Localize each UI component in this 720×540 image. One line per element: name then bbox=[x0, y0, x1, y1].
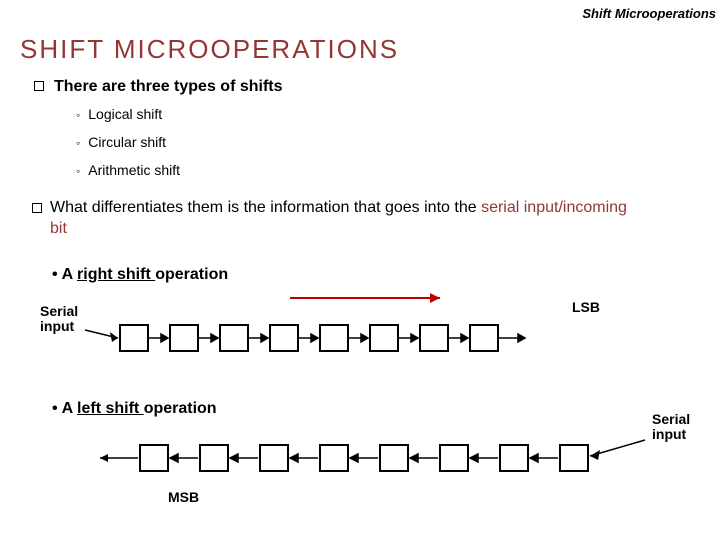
sub-circular-text: Circular shift bbox=[88, 134, 166, 150]
diff-pre-text: What differentiates them is the informat… bbox=[50, 199, 481, 216]
left-shift-diagram bbox=[80, 430, 680, 490]
sub-bullet-logical: ◦ Logical shift bbox=[76, 106, 162, 122]
bullet-types: There are three types of shifts bbox=[34, 78, 283, 96]
arrow-red-head-icon bbox=[430, 293, 440, 303]
sub-bullet-circular: ◦ Circular shift bbox=[76, 134, 166, 150]
square-bullet-icon bbox=[34, 81, 44, 91]
op-left-underline: left shift bbox=[77, 400, 144, 417]
op-left-pre: A bbox=[62, 400, 77, 417]
op-left-post: operation bbox=[144, 400, 217, 417]
circle-bullet-icon: ◦ bbox=[76, 136, 80, 150]
circle-bullet-icon: ◦ bbox=[76, 108, 80, 122]
op-right-underline: right shift bbox=[77, 266, 155, 283]
diff-paragraph: What differentiates them is the informat… bbox=[50, 198, 630, 240]
op-right-post: operation bbox=[155, 266, 228, 283]
right-shift-diagram bbox=[70, 290, 630, 370]
dot-bullet-icon: • bbox=[52, 266, 58, 283]
header-label: Shift Microoperations bbox=[582, 6, 716, 21]
sub-arithmetic-text: Arithmetic shift bbox=[88, 162, 180, 178]
circle-bullet-icon: ◦ bbox=[76, 164, 80, 178]
msb-label: MSB bbox=[168, 490, 199, 505]
left-shift-heading: •A left shift operation bbox=[52, 400, 217, 418]
square-bullet-icon bbox=[32, 203, 42, 213]
dot-bullet-icon: • bbox=[52, 400, 58, 417]
sub-logical-text: Logical shift bbox=[88, 106, 162, 122]
right-shift-heading: •A right shift operation bbox=[52, 266, 228, 284]
bullet-types-text: There are three types of shifts bbox=[54, 78, 283, 95]
out-arrow-head-icon bbox=[100, 454, 108, 462]
sub-bullet-arithmetic: ◦ Arithmetic shift bbox=[76, 162, 180, 178]
op-right-pre: A bbox=[62, 266, 77, 283]
slide-title: SHIFT MICROOPERATIONS bbox=[20, 34, 399, 65]
inter-arrows bbox=[148, 334, 525, 342]
